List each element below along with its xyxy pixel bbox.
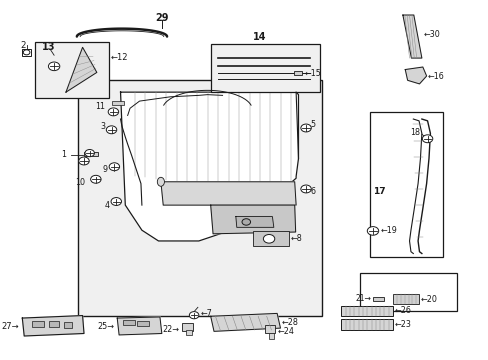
Bar	[32, 320, 43, 327]
Polygon shape	[66, 47, 97, 92]
Circle shape	[79, 157, 89, 165]
Text: ←23: ←23	[394, 320, 411, 329]
Text: 25→: 25→	[98, 322, 115, 331]
Text: 10: 10	[75, 178, 85, 187]
Text: 3: 3	[100, 122, 105, 131]
Ellipse shape	[157, 177, 164, 186]
Polygon shape	[210, 205, 295, 234]
Circle shape	[300, 185, 311, 193]
Circle shape	[90, 175, 101, 183]
Circle shape	[242, 219, 250, 225]
Circle shape	[263, 234, 274, 243]
Polygon shape	[22, 316, 84, 336]
Bar	[112, 101, 124, 105]
Text: 29: 29	[155, 13, 169, 23]
Circle shape	[189, 312, 199, 319]
Bar	[392, 294, 419, 305]
Text: 13: 13	[42, 42, 56, 52]
Text: 4: 4	[105, 201, 110, 210]
Bar	[84, 152, 98, 156]
Text: 9: 9	[102, 166, 107, 175]
Bar	[293, 71, 302, 75]
Circle shape	[108, 108, 119, 116]
Text: 18: 18	[409, 128, 419, 137]
Text: ←30: ←30	[423, 30, 439, 39]
Circle shape	[85, 149, 94, 157]
Text: ←24: ←24	[277, 327, 293, 336]
Circle shape	[366, 226, 378, 235]
Text: 17: 17	[373, 187, 386, 196]
Text: ←16: ←16	[427, 72, 444, 81]
Bar	[182, 323, 192, 330]
Bar	[268, 333, 273, 338]
Polygon shape	[402, 15, 421, 58]
Circle shape	[106, 126, 117, 134]
Bar	[35, 42, 108, 98]
Text: ←12: ←12	[111, 53, 128, 62]
Bar	[341, 306, 392, 316]
Polygon shape	[235, 217, 273, 227]
Text: ←7: ←7	[200, 309, 212, 318]
Bar	[373, 297, 383, 301]
Text: ←19: ←19	[379, 226, 396, 235]
Circle shape	[111, 198, 121, 206]
Bar	[22, 49, 31, 55]
Bar	[253, 231, 288, 246]
Text: ←8: ←8	[290, 234, 302, 243]
Bar	[264, 324, 274, 333]
Text: ←15: ←15	[304, 69, 321, 78]
Bar	[369, 112, 442, 257]
Bar	[185, 330, 192, 335]
Bar	[122, 320, 135, 325]
Polygon shape	[210, 314, 280, 331]
Text: 1: 1	[61, 150, 66, 159]
Circle shape	[23, 50, 30, 55]
Bar	[360, 273, 457, 311]
Text: 6: 6	[310, 187, 315, 196]
Polygon shape	[117, 317, 162, 335]
Bar	[341, 319, 392, 329]
Text: 5: 5	[310, 120, 315, 129]
Circle shape	[109, 163, 120, 171]
Bar	[78, 80, 322, 316]
Polygon shape	[121, 92, 298, 241]
Text: ←20: ←20	[420, 294, 437, 303]
Text: 2: 2	[20, 41, 26, 50]
Circle shape	[48, 62, 60, 71]
Bar	[49, 320, 59, 327]
Bar	[210, 44, 319, 92]
Text: 14: 14	[253, 32, 266, 41]
Circle shape	[300, 124, 311, 132]
Text: 22→: 22→	[163, 325, 180, 334]
Text: 11: 11	[95, 102, 105, 111]
Text: 21→: 21→	[355, 294, 371, 303]
Bar	[137, 321, 149, 326]
Polygon shape	[405, 67, 426, 84]
Text: ←26: ←26	[394, 306, 411, 315]
Text: 27→: 27→	[2, 322, 20, 331]
Bar	[63, 322, 72, 328]
Text: ←28: ←28	[281, 318, 298, 327]
Circle shape	[422, 135, 432, 143]
Polygon shape	[161, 182, 296, 205]
